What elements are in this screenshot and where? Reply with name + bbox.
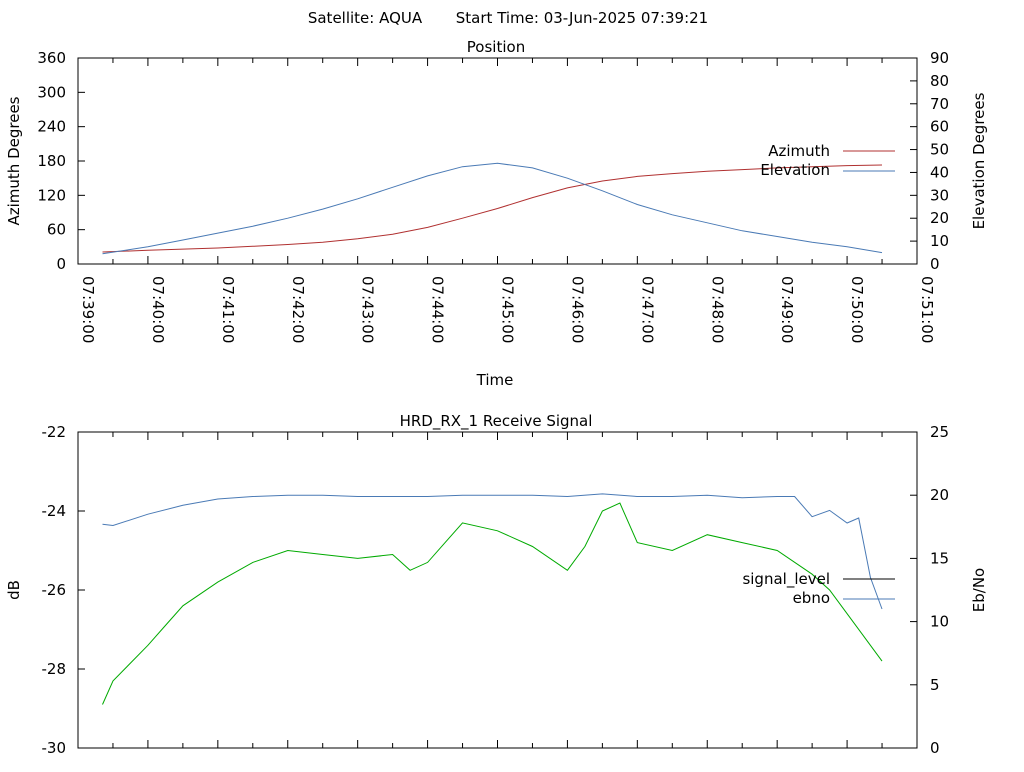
signal-y-axis-label: dB: [5, 580, 23, 600]
position-series: [102, 162, 883, 255]
y-tick-label: 180: [37, 152, 66, 170]
x-tick-label: 07:45:00: [499, 276, 517, 343]
legend-azimuth-label: Azimuth: [768, 142, 830, 160]
position-y2-axis-label: Elevation Degrees: [970, 92, 988, 229]
position-legend: Azimuth Elevation: [760, 142, 895, 179]
x-tick-label: 07:43:00: [359, 276, 377, 343]
y2-tick-label: 60: [930, 118, 949, 136]
series-line-ebno: [102, 493, 883, 610]
x-tick-label: 07:42:00: [289, 276, 307, 343]
y-tick-label: 0: [56, 255, 66, 273]
x-tick-label: 07:47:00: [638, 276, 656, 343]
chart-title-position: Position: [467, 38, 525, 56]
y2-tick-label: 20: [930, 209, 949, 227]
plot-frame-signal: [77, 431, 918, 749]
signal-legend: signal_level ebno: [742, 570, 895, 607]
y-tick-label: -28: [42, 660, 67, 678]
series-line-elevation: [102, 162, 883, 255]
y2-tick-label: 50: [930, 141, 949, 159]
signal-y-axis: -30 -28 -26 -24 -22: [42, 423, 85, 757]
position-x-axis: 07:39:00 07:40:00 07:41:00 07:42:00 07:43:00…: [77, 58, 936, 343]
y2-tick-label: 0: [930, 255, 940, 273]
legend-signal-level-label: signal_level: [742, 570, 830, 589]
y-tick-label: -24: [42, 502, 67, 520]
y2-tick-label: 0: [930, 739, 940, 757]
position-y-axis: 0 60 120 180 240 300 360: [37, 49, 85, 273]
y-tick-label: -22: [42, 423, 67, 441]
x-tick-label: 07:48:00: [708, 276, 726, 343]
y2-tick-label: 5: [930, 676, 940, 694]
x-tick-label: 07:46:00: [568, 276, 586, 343]
y2-tick-label: 90: [930, 49, 949, 67]
y2-tick-label: 10: [930, 232, 949, 250]
y2-tick-label: 80: [930, 72, 949, 90]
y-tick-label: 360: [37, 49, 66, 67]
position-y-axis-label: Azimuth Degrees: [5, 96, 23, 225]
position-y2-axis: 0 10 20 30 40 50 60 70 80 90: [910, 49, 949, 273]
x-tick-label: 07:50:00: [848, 276, 866, 343]
y2-tick-label: 70: [930, 95, 949, 113]
y2-tick-label: 20: [930, 486, 949, 504]
series-line-eb-no-green-: [102, 502, 883, 705]
legend-elevation-label: Elevation: [760, 161, 830, 179]
x-tick-label: 07:41:00: [219, 276, 237, 343]
y2-tick-label: 10: [930, 613, 949, 631]
y-tick-label: 60: [47, 221, 66, 239]
x-tick-label: 07:51:00: [918, 276, 936, 343]
y-tick-label: 120: [37, 186, 66, 204]
y2-tick-label: 25: [930, 423, 949, 441]
signal-x-axis: [77, 432, 918, 748]
satellite-label: Satellite: AQUA: [308, 9, 423, 27]
legend-ebno-label: ebno: [793, 589, 830, 607]
y-tick-label: 300: [37, 83, 66, 101]
x-tick-label: 07:39:00: [79, 276, 97, 343]
signal-y2-axis-label: Eb/No: [970, 568, 988, 612]
y2-tick-label: 30: [930, 186, 949, 204]
x-tick-label: 07:44:00: [429, 276, 447, 343]
x-tick-label: 07:40:00: [149, 276, 167, 343]
y-tick-label: 240: [37, 118, 66, 136]
start-time-label: Start Time: 03-Jun-2025 07:39:21: [456, 9, 708, 27]
y-tick-label: -30: [42, 739, 67, 757]
signal-y2-axis: 0 5 10 15 20 25: [910, 423, 949, 757]
signal-series: [102, 493, 883, 705]
y-tick-label: -26: [42, 581, 67, 599]
position-x-axis-label: Time: [476, 371, 514, 389]
y2-tick-label: 40: [930, 163, 949, 181]
y2-tick-label: 15: [930, 549, 949, 567]
chart-title-signal: HRD_RX_1 Receive Signal: [400, 412, 593, 431]
series-line-azimuth: [102, 164, 883, 253]
x-tick-label: 07:49:00: [778, 276, 796, 343]
